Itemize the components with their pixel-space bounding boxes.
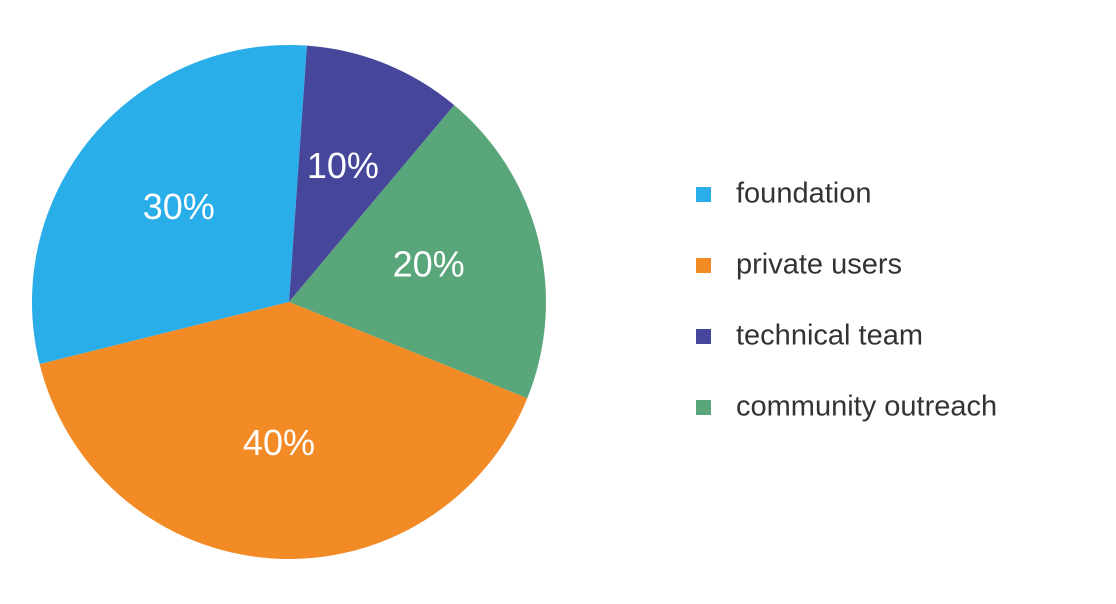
legend-swatch	[696, 258, 711, 273]
pie-slice	[289, 45, 455, 302]
legend-label: community outreach	[736, 391, 997, 423]
legend-label: technical team	[736, 320, 923, 352]
legend: foundation private users technical team com…	[696, 178, 997, 423]
legend-swatch	[696, 329, 711, 344]
legend-label: private users	[736, 249, 902, 281]
value-label: 10%	[307, 145, 379, 186]
legend-label: foundation	[736, 178, 871, 210]
pie	[32, 44, 546, 559]
value-label: 40%	[243, 422, 315, 463]
legend-swatch	[696, 187, 711, 202]
value-labels: 30% 10% 20% 40%	[143, 145, 465, 463]
pie-slice	[39, 302, 528, 559]
value-label: 30%	[143, 186, 215, 227]
value-label: 20%	[393, 244, 465, 285]
legend-swatch	[696, 400, 711, 415]
pie-slice	[289, 105, 546, 399]
pie-slice	[32, 44, 307, 365]
